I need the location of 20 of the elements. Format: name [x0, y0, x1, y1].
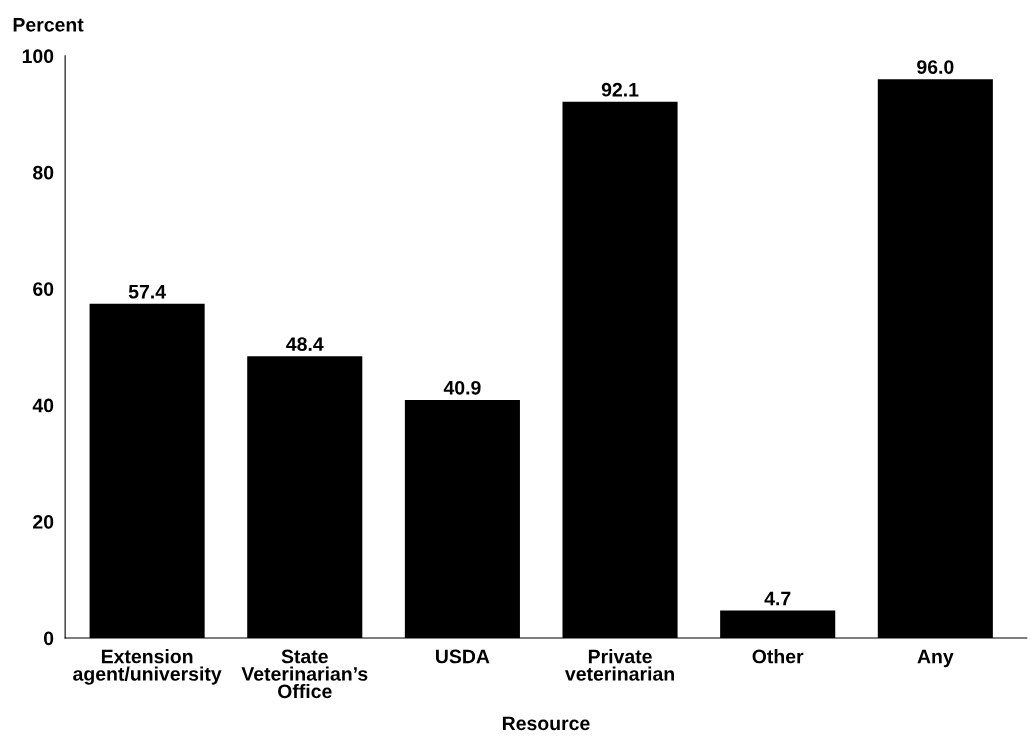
- x-tick-label: Private veterinarian: [565, 649, 674, 681]
- x-tick-label: Any: [917, 649, 954, 668]
- data-label: 40.9: [443, 380, 481, 395]
- data-label: 57.4: [128, 285, 166, 299]
- data-label: 48.4: [286, 337, 324, 351]
- y-tick-label: 20: [33, 515, 54, 529]
- data-label: 4.7: [764, 591, 791, 606]
- data-label: 92.1: [601, 82, 639, 97]
- y-tick-label: 60: [33, 282, 54, 296]
- y-tick-label: 100: [22, 49, 54, 64]
- y-tick-label: 80: [33, 165, 54, 180]
- x-axis-title: Resource: [502, 716, 590, 731]
- y-axis-title: Percent: [13, 18, 84, 32]
- x-tick-label: Extension agent/university: [73, 649, 222, 685]
- x-tick-label: USDA: [436, 649, 490, 664]
- y-tick-label: 40: [32, 398, 54, 413]
- y-tick-label: 0: [43, 631, 54, 646]
- x-tick-label: Other: [752, 649, 804, 664]
- x-tick-label: State Veterinarian’s Office: [241, 649, 368, 699]
- data-label: 96.0: [917, 60, 954, 74]
